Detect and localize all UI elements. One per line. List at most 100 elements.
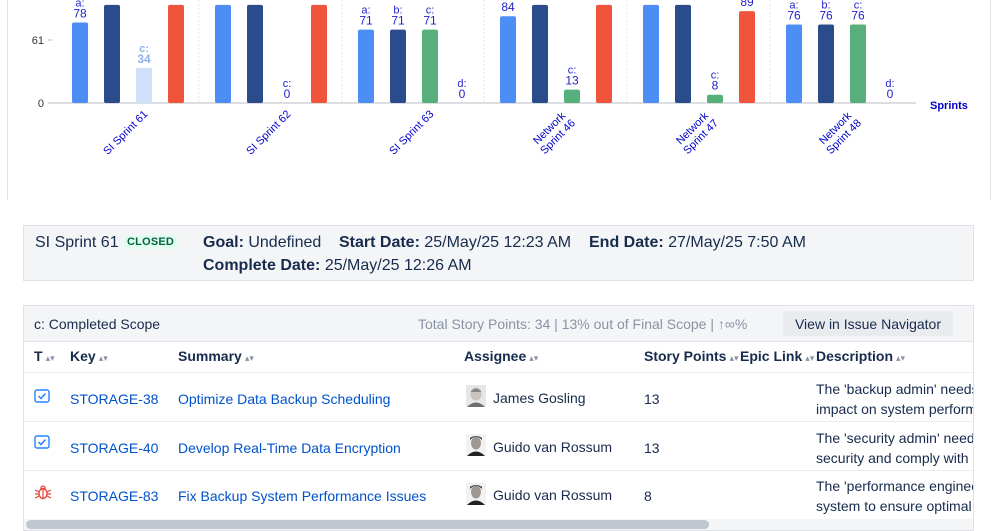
avatar — [466, 434, 486, 456]
page-left-border — [7, 0, 8, 200]
data-label-value: 71 — [359, 14, 373, 28]
y-tick-label: 0 — [38, 98, 44, 110]
column-header-type-label: T — [34, 348, 43, 364]
bar-a — [215, 4, 231, 103]
description-line: security and comply with r — [816, 450, 974, 466]
bar-a — [500, 16, 516, 103]
sort-icon: ▴▾ — [805, 353, 815, 363]
data-label-value: 76 — [851, 9, 865, 23]
bar-c — [850, 24, 866, 104]
assignee-name: Guido van Rossum — [493, 487, 613, 503]
sprint-goal: Goal: Undefined — [203, 234, 321, 252]
x-category-label: NetworkSprint 47 — [673, 109, 721, 157]
issue-key-link[interactable]: STORAGE-38 — [70, 391, 159, 407]
column-header-type[interactable]: T ▴▾ — [34, 348, 55, 364]
data-label-key: c: — [139, 43, 149, 55]
issue-key-link[interactable]: STORAGE-83 — [70, 488, 159, 504]
bar-a — [358, 29, 374, 103]
description-line: The 'backup admin' needs — [816, 381, 974, 397]
issue-key-link[interactable]: STORAGE-40 — [70, 440, 159, 456]
data-label-value: 8 — [712, 79, 719, 93]
story-points-value: 13 — [644, 391, 660, 407]
scrollbar-thumb[interactable] — [26, 520, 709, 529]
column-header-story-points-label: Story Points — [644, 348, 727, 364]
data-label-value: 13 — [565, 74, 579, 88]
description-line: The 'security admin' needs — [816, 430, 974, 446]
sort-icon: ▴▾ — [244, 353, 254, 363]
table-row[interactable]: STORAGE-38 Optimize Data Backup Scheduli… — [24, 372, 974, 421]
data-label-value: 0 — [887, 87, 894, 101]
column-header-assignee-label: Assignee — [464, 348, 527, 364]
x-category-label: NetworkSprint 46 — [530, 109, 578, 157]
description-line: The 'performance enginee — [816, 478, 974, 494]
issue-summary-link[interactable]: Develop Real-Time Data Encryption — [178, 440, 401, 456]
column-header-summary[interactable]: Summary ▴▾ — [178, 348, 254, 364]
sprint-details-panel: SI Sprint 61 CLOSED Goal: Undefined Star… — [23, 225, 974, 281]
story-checkbox-icon — [34, 389, 50, 403]
description-text: The 'performance enginee system to ensur… — [816, 476, 974, 516]
x-axis-title: Sprints — [930, 100, 968, 112]
data-label-value: 0 — [459, 87, 466, 101]
sprint-complete-date: Complete Date: 25/May/25 12:26 AM — [203, 257, 472, 275]
sort-icon: ▴▾ — [896, 353, 906, 363]
data-label-key: a: — [75, 0, 84, 9]
sort-icon: ▴▾ — [45, 353, 55, 363]
completed-scope-header: c: Completed Scope Total Story Points: 3… — [24, 306, 973, 342]
view-in-issue-navigator-button[interactable]: View in Issue Navigator — [783, 311, 953, 336]
horizontal-scrollbar[interactable] — [24, 519, 973, 530]
story-checkbox-icon — [34, 435, 50, 449]
x-category-label: SI Sprint 61 — [101, 108, 150, 157]
description-line: system to ensure optimal c — [816, 498, 974, 514]
column-header-key[interactable]: Key ▴▾ — [70, 348, 108, 364]
data-label-value: 76 — [819, 9, 833, 23]
y-tick-label: 61 — [32, 35, 44, 47]
column-header-epic-link[interactable]: Epic Link ▴▾ — [740, 348, 814, 364]
issue-summary-link[interactable]: Optimize Data Backup Scheduling — [178, 391, 391, 407]
bar-d — [311, 4, 327, 103]
issue-summary-link[interactable]: Fix Backup System Performance Issues — [178, 488, 427, 504]
complete-label: Complete Date: — [203, 257, 321, 274]
goal-value: Undefined — [248, 234, 322, 251]
data-label-key: d: — [457, 78, 466, 90]
column-header-description[interactable]: Description ▴▾ — [816, 348, 905, 364]
data-label-key: c: — [283, 78, 292, 90]
avatar — [466, 385, 486, 407]
bar-b — [818, 24, 834, 104]
column-header-assignee[interactable]: Assignee ▴▾ — [464, 348, 538, 364]
completed-scope-panel: c: Completed Scope Total Story Points: 3… — [23, 305, 974, 531]
bar-c — [136, 67, 152, 103]
bar-b — [675, 4, 691, 103]
sprint-status-badge: CLOSED — [124, 235, 178, 249]
data-label-value: 76 — [787, 9, 801, 23]
bar-c — [422, 29, 438, 103]
column-header-summary-label: Summary — [178, 348, 242, 364]
bar-c — [564, 89, 580, 103]
sprint-start-date: Start Date: 25/May/25 12:23 AM — [339, 234, 571, 252]
data-label-key: c: — [711, 70, 720, 82]
bar-b — [247, 4, 263, 103]
data-label-key: b: — [821, 0, 830, 12]
bug-icon — [34, 485, 52, 500]
description-text: The 'security admin' needs security and … — [816, 428, 974, 468]
bar-c — [707, 94, 723, 103]
table-row[interactable]: STORAGE-83 Fix Backup System Performance… — [24, 470, 974, 519]
end-label: End Date: — [589, 234, 664, 251]
column-header-story-points[interactable]: Story Points ▴▾ — [644, 348, 739, 364]
table-row[interactable]: STORAGE-40 Develop Real-Time Data Encryp… — [24, 421, 974, 470]
data-label-key: c: — [426, 5, 435, 17]
data-label-value: 71 — [391, 14, 405, 28]
data-label-value: 0 — [284, 87, 291, 101]
description-text: The 'backup admin' needs impact on syste… — [816, 379, 974, 419]
bar-a — [786, 24, 802, 104]
column-header-epic-link-label: Epic Link — [740, 348, 803, 364]
column-header-description-label: Description — [816, 348, 894, 364]
x-category-label: SI Sprint 62 — [244, 108, 293, 157]
bar-a — [72, 22, 88, 103]
bar-b — [104, 4, 120, 103]
data-label-key: b: — [393, 5, 402, 17]
sort-icon: ▴▾ — [529, 353, 539, 363]
data-label-value: 78 — [73, 6, 87, 20]
bar-a — [643, 4, 659, 103]
assignee-name: Guido van Rossum — [493, 439, 613, 455]
